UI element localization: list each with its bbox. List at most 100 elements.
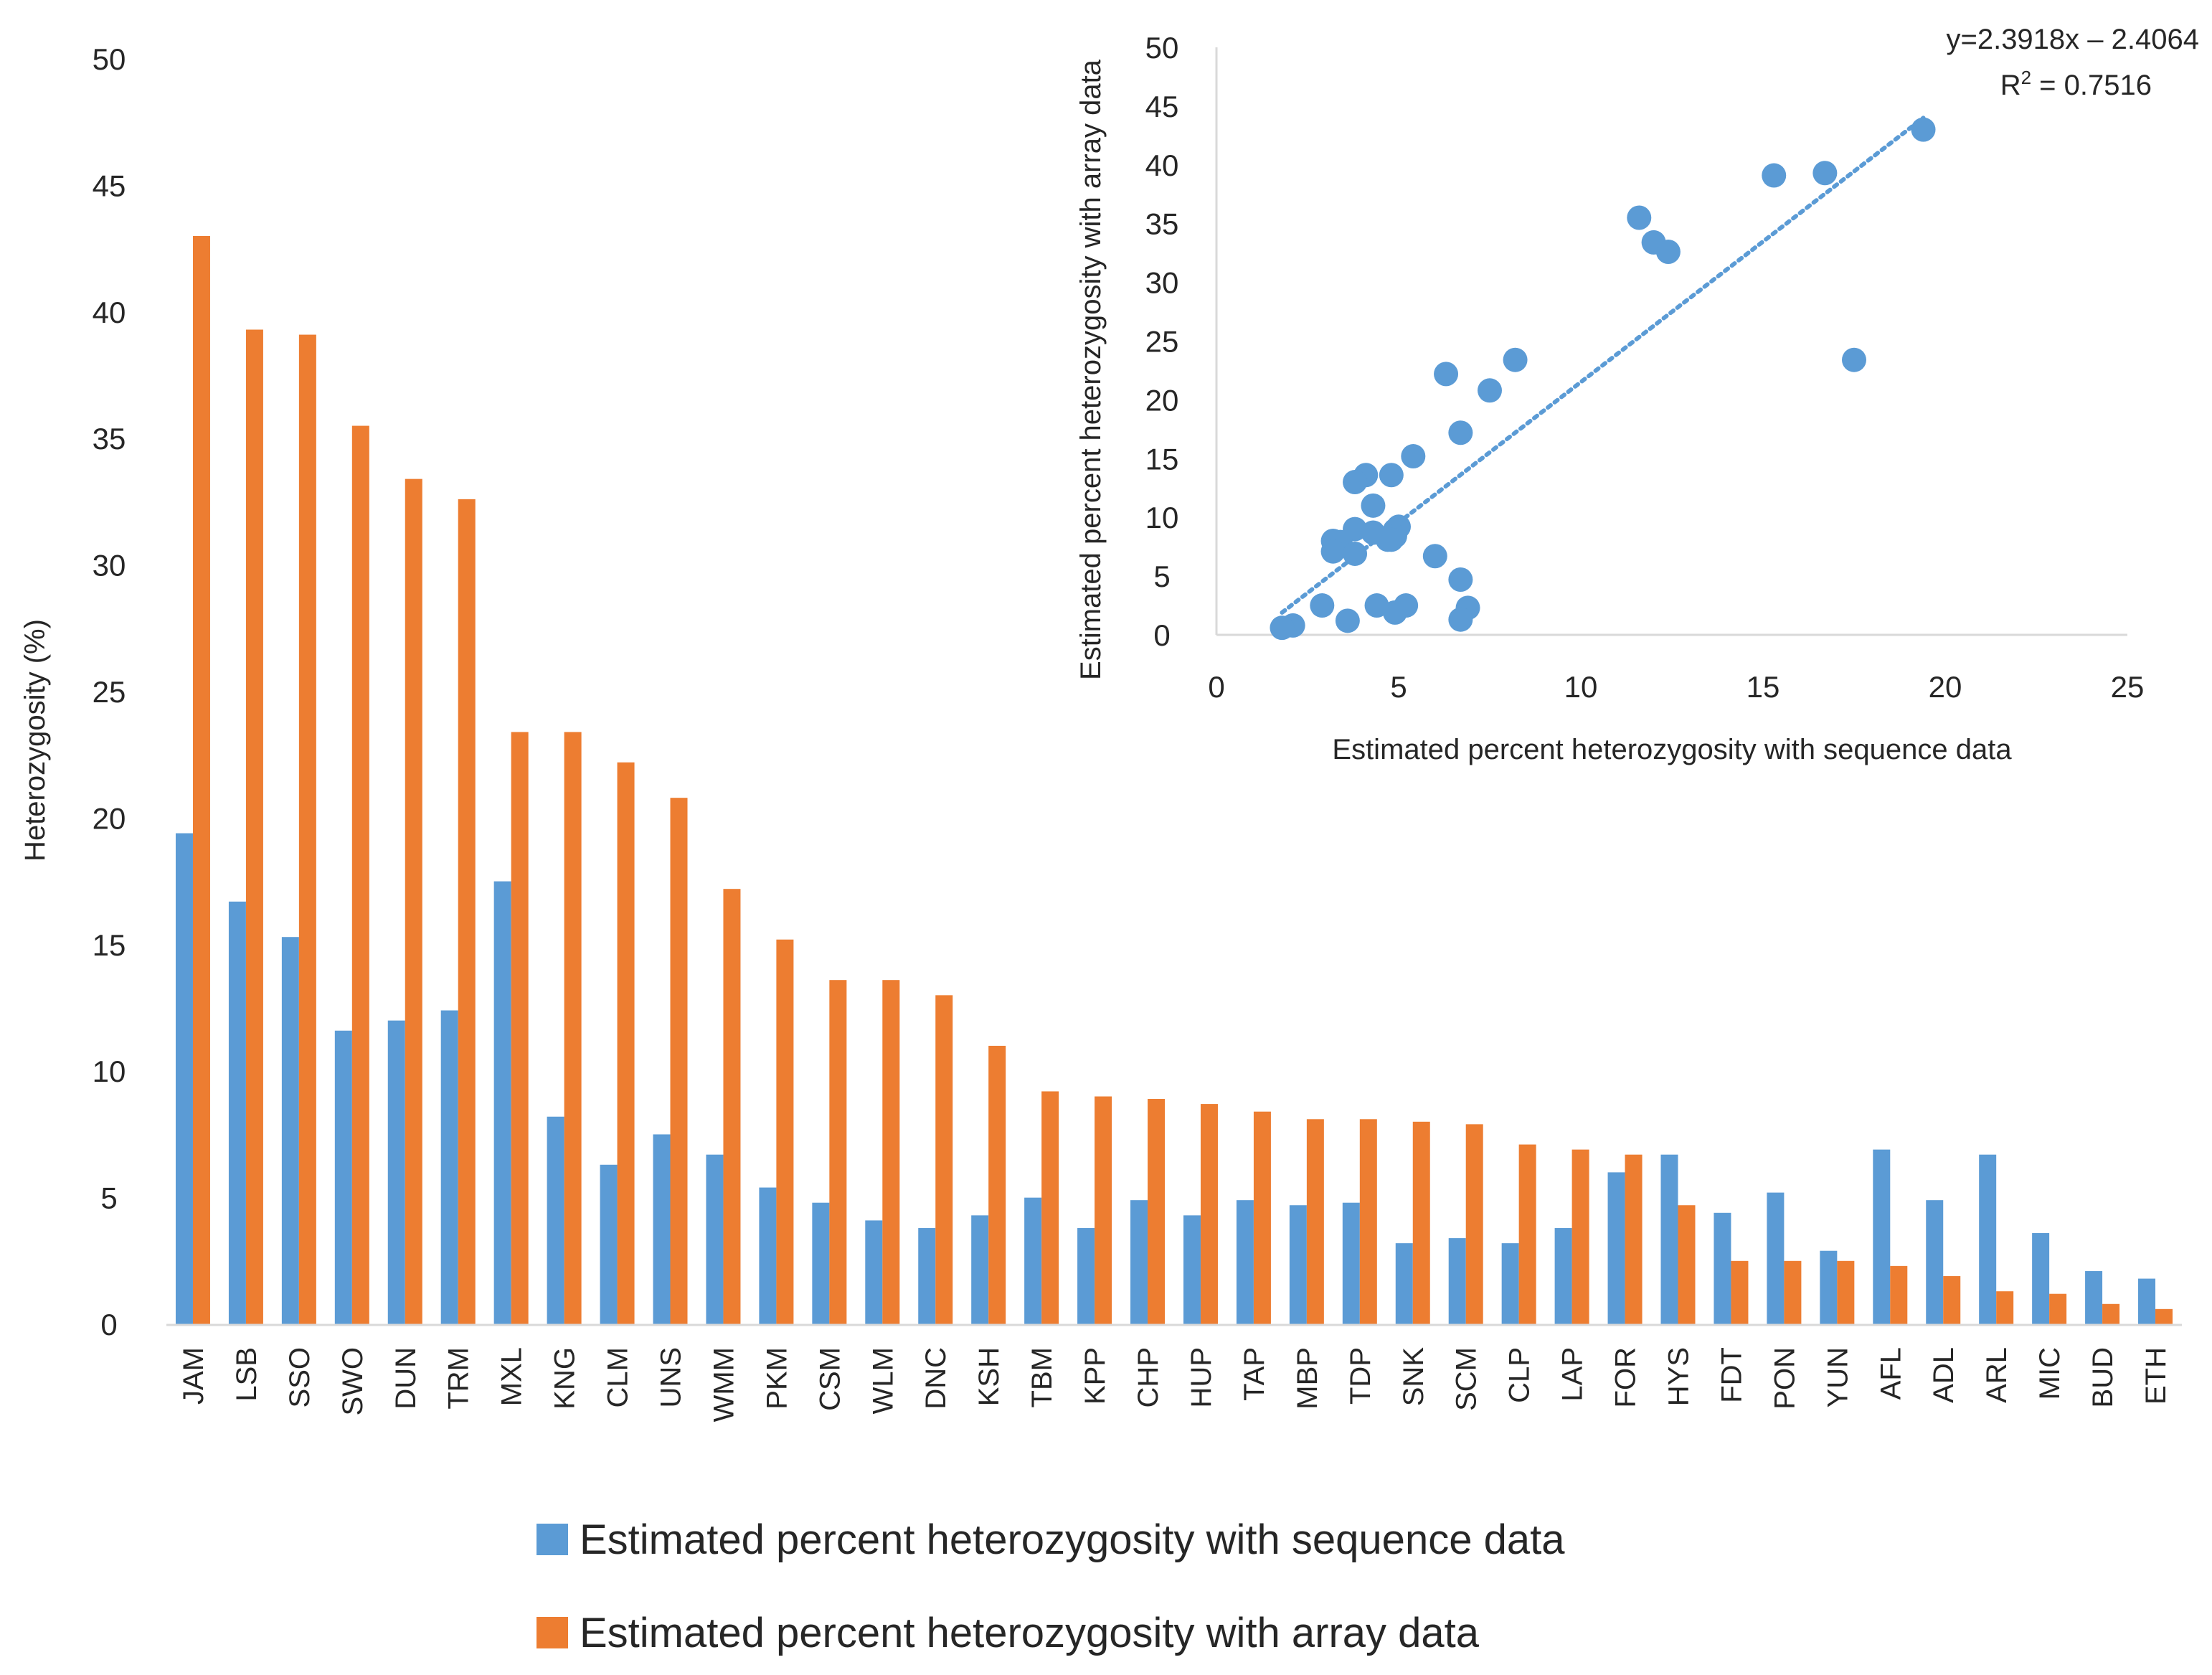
- bar-array: [670, 798, 688, 1324]
- legend-label-array: Estimated percent heterozygosity with ar…: [580, 1610, 1480, 1656]
- scatter-point: [1343, 470, 1368, 495]
- x-category-label: AFL: [1875, 1347, 1906, 1400]
- scatter-point: [1655, 240, 1681, 265]
- x-category-label: SNK: [1398, 1347, 1429, 1407]
- scatter-point: [1627, 205, 1652, 230]
- scatter-y-tick-label: 15: [1145, 442, 1179, 476]
- x-category-label: KPP: [1079, 1347, 1111, 1405]
- bar-array: [1306, 1119, 1324, 1324]
- bar-sequence: [228, 901, 246, 1324]
- scatter-y-tick-label: 5: [1153, 560, 1170, 593]
- scatter-point: [1379, 527, 1404, 552]
- x-category-label: JAM: [178, 1347, 209, 1405]
- x-category-label: SSO: [284, 1347, 316, 1407]
- scatter-point: [1448, 567, 1473, 593]
- bar-sequence: [1714, 1212, 1731, 1324]
- bar-array: [1465, 1124, 1483, 1324]
- x-category-label: WLM: [867, 1347, 899, 1414]
- scatter-y-tick-label: 25: [1145, 325, 1179, 359]
- scatter-point: [1434, 362, 1459, 387]
- bar-array: [1678, 1205, 1696, 1324]
- x-category-label: SCM: [1451, 1347, 1483, 1411]
- scatter-y-tick-label: 50: [1145, 31, 1179, 65]
- y-tick-label: 5: [100, 1181, 117, 1215]
- x-category-label: CHP: [1133, 1347, 1164, 1407]
- bar-array: [458, 499, 476, 1324]
- scatter-point: [1478, 378, 1502, 403]
- x-category-label: YUN: [1822, 1347, 1853, 1407]
- scatter-y-tick-label: 10: [1145, 501, 1179, 534]
- bar-array: [1200, 1104, 1218, 1324]
- scatter-point: [1812, 161, 1838, 186]
- scatter-point: [1401, 444, 1426, 469]
- y-tick-label: 35: [93, 422, 126, 456]
- bar-array: [1996, 1291, 2014, 1324]
- x-category-label: DNC: [920, 1347, 952, 1410]
- scatter-y-axis-title: Estimated percent heterozygosity with ar…: [1075, 59, 1107, 680]
- scatter-y-tick-label: 40: [1145, 148, 1179, 182]
- bar-sequence: [1660, 1154, 1678, 1324]
- x-category-label: CSM: [814, 1347, 846, 1411]
- r2-value: = 0.7516: [2031, 70, 2152, 101]
- trendline-r-squared: R2 = 0.7516: [2000, 67, 2152, 101]
- x-category-label: SWO: [337, 1347, 369, 1416]
- bar-sequence: [1183, 1215, 1201, 1324]
- scatter-point: [1842, 347, 1866, 372]
- scatter-point: [1335, 608, 1360, 633]
- y-tick-label: 20: [93, 801, 126, 835]
- scatter-point: [1320, 539, 1346, 564]
- x-category-label: LAP: [1557, 1347, 1589, 1402]
- bar-array: [723, 889, 741, 1324]
- bar-array: [1571, 1149, 1589, 1324]
- scatter-x-axis-title: Estimated percent heterozygosity with se…: [1332, 734, 2012, 765]
- bar-array: [1731, 1260, 1749, 1324]
- bar-array: [829, 980, 847, 1324]
- bar-array: [564, 732, 582, 1324]
- bar-sequence: [1926, 1200, 1944, 1324]
- scatter-y-ticks: 0 5 10 15 20 25 30 35 40 45 50: [1145, 31, 1179, 652]
- bar-sequence: [1024, 1197, 1042, 1324]
- scatter-x-tick-label: 15: [1747, 670, 1780, 704]
- bar-sequence: [1873, 1149, 1891, 1324]
- x-category-label: FOR: [1610, 1347, 1642, 1407]
- bar-array: [1625, 1154, 1643, 1324]
- bar-array: [1148, 1099, 1166, 1324]
- legend-swatch-sequence: [537, 1524, 568, 1555]
- y-tick-label: 45: [93, 169, 126, 202]
- x-category-label: PKM: [761, 1347, 793, 1410]
- scatter-point: [1448, 420, 1473, 445]
- bar-chart-y-axis-title: Heterozygosity (%): [19, 619, 51, 862]
- x-category-label: MBP: [1292, 1347, 1323, 1410]
- bar-array: [1359, 1119, 1377, 1324]
- scatter-x-tick-label: 25: [2111, 670, 2145, 704]
- scatter-chart: 0 5 10 15 20 25 30 35 40 45 50 0 5 10 15 20 25 Estimate…: [1075, 24, 2199, 765]
- y-tick-label: 25: [93, 675, 126, 709]
- scatter-point: [1310, 593, 1335, 618]
- scatter-point: [1448, 607, 1473, 632]
- r2-symbol: R: [2000, 70, 2021, 101]
- scatter-x-tick-label: 20: [1929, 670, 1962, 704]
- bar-array: [1784, 1260, 1802, 1324]
- bar-sequence: [653, 1134, 671, 1324]
- bar-sequence: [1077, 1227, 1095, 1324]
- legend-swatch-array: [537, 1617, 568, 1648]
- x-category-label: FDT: [1716, 1347, 1747, 1403]
- legend: Estimated percent heterozygosity with se…: [537, 1516, 1565, 1656]
- y-tick-label: 40: [93, 296, 126, 329]
- bar-array: [1412, 1121, 1430, 1324]
- bar-sequence: [812, 1202, 830, 1324]
- bar-array: [1041, 1091, 1059, 1324]
- y-tick-label: 15: [93, 928, 126, 962]
- y-tick-label: 10: [93, 1054, 126, 1088]
- y-tick-label: 0: [100, 1308, 117, 1341]
- bar-sequence: [1820, 1250, 1838, 1324]
- bar-sequence: [1130, 1200, 1148, 1324]
- scatter-x-tick-label: 0: [1208, 670, 1224, 704]
- x-category-label: CLM: [602, 1347, 634, 1407]
- scatter-point: [1503, 347, 1528, 372]
- bar-sequence: [759, 1187, 777, 1324]
- bar-sequence: [440, 1010, 458, 1324]
- bar-array: [882, 980, 900, 1324]
- y-tick-label: 30: [93, 549, 126, 582]
